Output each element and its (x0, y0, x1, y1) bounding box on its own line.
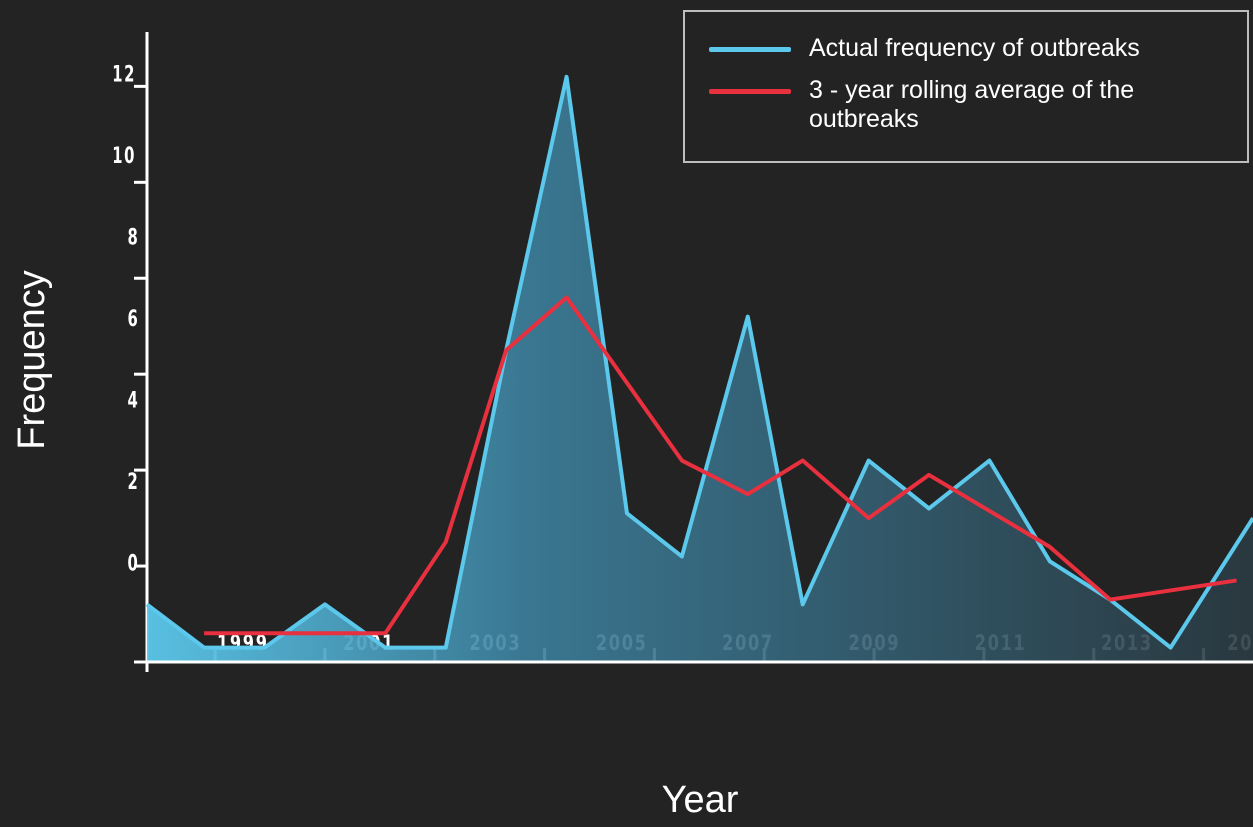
y-tick-label: 8 (128, 226, 140, 251)
legend-swatch (709, 47, 791, 52)
series-line (145, 74, 1253, 650)
legend-label: 3 - year rolling average of the outbreak… (809, 76, 1135, 133)
legend: Actual frequency of outbreaks 3 - year ro… (683, 10, 1249, 163)
y-tick-label: 4 (128, 389, 140, 414)
y-tick-label: 12 (112, 63, 136, 88)
y-tick-label: 10 (112, 144, 136, 169)
y-tick-label: 2 (128, 470, 140, 495)
series-line (204, 295, 1237, 636)
legend-label: Actual frequency of outbreaks (809, 34, 1140, 62)
x-axis-title: Year (662, 779, 739, 821)
legend-swatch (709, 89, 791, 94)
y-axis-title: Frequency (11, 270, 53, 450)
y-tick-label: 6 (128, 307, 140, 332)
area-fill (147, 76, 1253, 662)
y-tick-label: 0 (128, 552, 140, 577)
legend-entry: 3 - year rolling average of the outbreak… (709, 76, 1229, 134)
legend-entry: Actual frequency of outbreaks (709, 34, 1229, 63)
